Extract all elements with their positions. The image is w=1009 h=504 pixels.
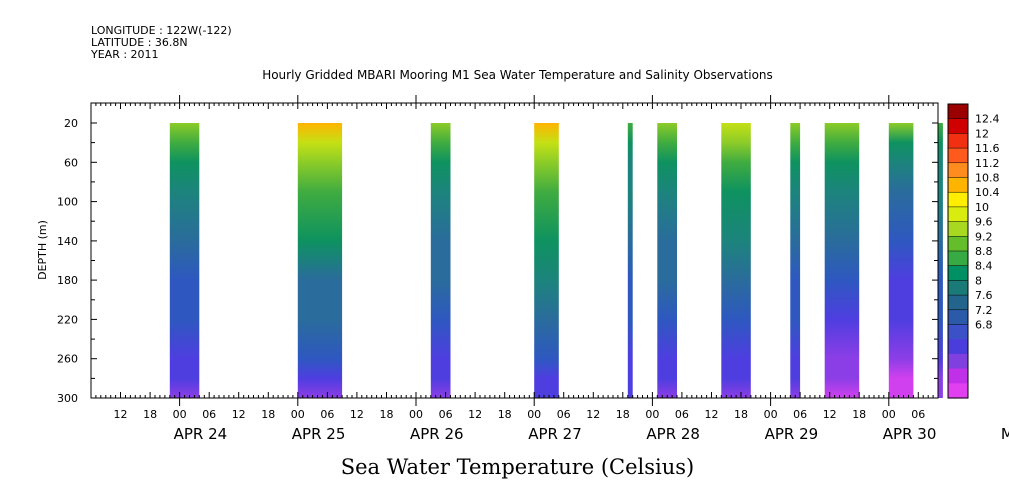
x-tick-label: 00 <box>173 408 187 421</box>
x-day-label: APR 26 <box>410 425 464 443</box>
colorbar-swatch <box>948 324 968 340</box>
data-segment <box>297 123 343 398</box>
x-day-label: APR 29 <box>765 425 819 443</box>
colorbar-swatch <box>948 309 968 326</box>
x-tick-label: 06 <box>793 408 807 421</box>
x-day-label: APR 24 <box>174 425 228 443</box>
x-tick-label: 12 <box>114 408 128 421</box>
y-tick-label: 60 <box>64 156 78 169</box>
colorbar-label: 10.4 <box>975 186 1000 199</box>
x-tick-label: 00 <box>291 408 305 421</box>
y-tick-label: 180 <box>57 274 78 287</box>
x-tick-label: 12 <box>468 408 482 421</box>
x-tick-label: 12 <box>586 408 600 421</box>
colorbar-swatch <box>948 280 968 296</box>
plot-frame <box>90 102 939 399</box>
x-day-label: APR 25 <box>292 425 346 443</box>
colorbar-swatch <box>948 295 968 311</box>
colorbar-label: 12 <box>975 127 989 140</box>
x-tick-label: 00 <box>645 408 659 421</box>
x-tick-label: 00 <box>527 408 541 421</box>
x-tick-label: 18 <box>852 408 866 421</box>
colorbar-label: 8.4 <box>975 260 993 273</box>
colorbar-label: 8.8 <box>975 245 993 258</box>
colorbar-swatch <box>948 192 968 208</box>
x-tick-label: 12 <box>350 408 364 421</box>
colorbar-swatch <box>948 133 968 149</box>
x-tick-label: 06 <box>320 408 334 421</box>
x-tick-label: 06 <box>911 408 925 421</box>
data-segment <box>721 123 751 398</box>
x-tick-label: 06 <box>675 408 689 421</box>
x-tick-label: 12 <box>823 408 837 421</box>
colorbar-swatch <box>948 162 968 179</box>
colorbar-swatch <box>948 265 968 281</box>
x-day-label: APR 30 <box>883 425 937 443</box>
y-axis-label: DEPTH (m) <box>36 220 49 280</box>
x-day-label: APR 28 <box>646 425 700 443</box>
x-tick-label: 00 <box>409 408 423 421</box>
x-tick-label: 06 <box>202 408 216 421</box>
colorbar-swatch <box>948 339 968 355</box>
x-tick-label: 18 <box>734 408 748 421</box>
data-segment <box>657 123 677 398</box>
colorbar-label: 11.6 <box>975 142 1000 155</box>
colorbar-swatch <box>948 251 968 267</box>
y-tick-label: 260 <box>57 353 78 366</box>
x-tick-label: 06 <box>439 408 453 421</box>
x-tick-label: 12 <box>705 408 719 421</box>
data-segment <box>888 123 914 398</box>
colorbar-label: 10.8 <box>975 172 1000 185</box>
chart-title: Hourly Gridded MBARI Mooring M1 Sea Wate… <box>262 68 773 82</box>
data-segment <box>824 123 860 398</box>
colorbar-title: Sea Water Temperature (Celsius) <box>340 455 695 479</box>
y-tick-label: 20 <box>64 117 78 130</box>
x-tick-label: 18 <box>143 408 157 421</box>
x-tick-label: 18 <box>616 408 630 421</box>
y-tick-label: 220 <box>57 313 78 326</box>
colorbar-label: 7.6 <box>975 289 993 302</box>
x-tick-label: 18 <box>380 408 394 421</box>
longitude-label: LONGITUDE : 122W(-122) <box>91 24 232 37</box>
colorbar-swatch <box>948 206 968 223</box>
data-segment <box>790 123 801 398</box>
x-tick-label: 00 <box>764 408 778 421</box>
colorbar-label: 6.8 <box>975 319 993 332</box>
colorbar-swatch <box>948 368 968 384</box>
colorbar-swatch <box>948 221 968 237</box>
colorbar-label: 9.2 <box>975 230 993 243</box>
colorbar-swatch <box>948 177 968 193</box>
x-tick-label: 18 <box>498 408 512 421</box>
data-segment <box>627 123 633 398</box>
x-tick-label: 12 <box>232 408 246 421</box>
colorbar-label: 10 <box>975 201 989 214</box>
colorbar-label: 11.2 <box>975 157 1000 170</box>
data-segment <box>169 123 200 398</box>
y-tick-label: 100 <box>57 196 78 209</box>
data-segment <box>938 123 943 398</box>
colorbar-label: 7.2 <box>975 304 993 317</box>
data-segment <box>430 123 451 398</box>
colorbar-swatch <box>948 383 968 399</box>
x-tick-label: 06 <box>557 408 571 421</box>
data-segment <box>534 123 559 398</box>
x-tick-label: 18 <box>261 408 275 421</box>
colorbar-swatch <box>948 353 968 370</box>
colorbar-swatch <box>948 236 968 252</box>
y-tick-label: 140 <box>57 235 78 248</box>
x-day-label: APR 27 <box>528 425 582 443</box>
colorbar-label: 9.6 <box>975 216 993 229</box>
colorbar-swatch <box>948 148 968 164</box>
colorbar-swatch <box>948 104 968 120</box>
year-label: YEAR : 2011 <box>91 48 159 61</box>
colorbar-label: 12.4 <box>975 113 1000 126</box>
x-day-label: MAY 1 <box>1001 425 1009 443</box>
x-tick-label: 00 <box>882 408 896 421</box>
colorbar-label: 8 <box>975 274 982 287</box>
y-tick-label: 300 <box>57 392 78 405</box>
latitude-label: LATITUDE : 36.8N <box>91 36 188 49</box>
colorbar-swatch <box>948 118 968 134</box>
